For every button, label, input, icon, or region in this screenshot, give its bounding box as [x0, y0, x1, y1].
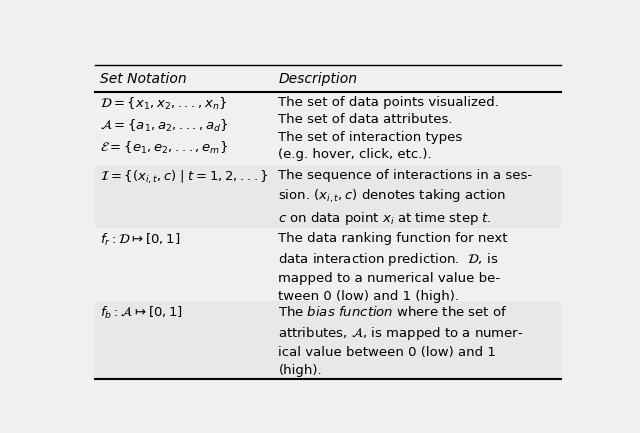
Text: The data ranking function for next
data interaction prediction.  $\mathcal{D}$, : The data ranking function for next data … — [278, 232, 508, 303]
Text: $f_b: \mathcal{A} \mapsto [0, 1]$: $f_b: \mathcal{A} \mapsto [0, 1]$ — [100, 305, 183, 321]
Text: The $\it{bias\ function}$ where the set of
attributes, $\mathcal{A}$, is mapped : The $\it{bias\ function}$ where the set … — [278, 305, 524, 377]
Text: Description: Description — [278, 71, 357, 86]
Text: The set of data points visualized.
The set of data attributes.
The set of intera: The set of data points visualized. The s… — [278, 96, 499, 162]
Bar — [95, 165, 561, 228]
Text: $\mathcal{D} = \{x_1, x_2, ..., x_n\}$
$\mathcal{A} = \{a_1, a_2, ..., a_d\}$
$\: $\mathcal{D} = \{x_1, x_2, ..., x_n\}$ $… — [100, 96, 228, 156]
Text: The sequence of interactions in a ses-
sion. $(x_{i,t}, c)$ denotes taking actio: The sequence of interactions in a ses- s… — [278, 169, 532, 227]
Text: $f_r: \mathcal{D} \mapsto [0, 1]$: $f_r: \mathcal{D} \mapsto [0, 1]$ — [100, 232, 180, 248]
Text: Set Notation: Set Notation — [100, 71, 186, 86]
Text: $\mathcal{I} = \{(x_{i,t}, c) \mid t = 1, 2, ...\}$: $\mathcal{I} = \{(x_{i,t}, c) \mid t = 1… — [100, 169, 269, 186]
Bar — [95, 301, 561, 379]
